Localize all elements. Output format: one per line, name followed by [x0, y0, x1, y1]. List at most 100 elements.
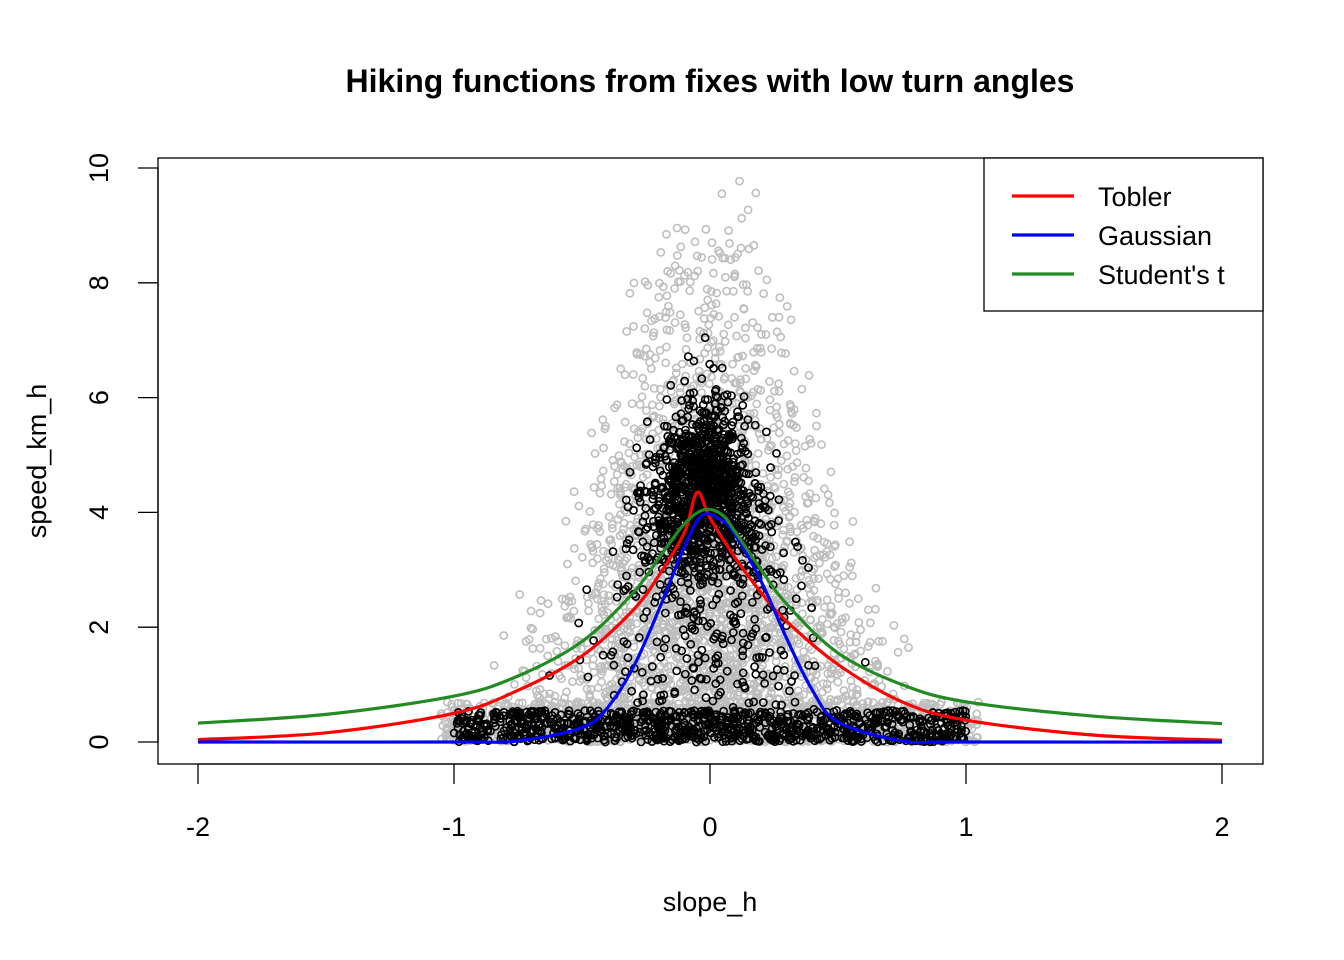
point-all: [625, 439, 634, 448]
point-all: [675, 310, 685, 320]
point-all: [741, 363, 751, 373]
point-all: [577, 552, 587, 562]
point-low-turn: [765, 491, 775, 501]
point-low-turn: [656, 533, 666, 543]
point-all: [665, 671, 675, 680]
point-all: [649, 383, 659, 393]
point-all: [813, 534, 823, 543]
point-all: [599, 443, 608, 453]
point-low-turn: [738, 460, 747, 469]
point-all: [825, 498, 834, 508]
point-all: [658, 282, 668, 292]
point-low-turn: [701, 546, 711, 555]
point-all: [553, 636, 563, 646]
point-all: [597, 666, 607, 676]
point-all: [797, 384, 807, 394]
point-all: [756, 434, 766, 444]
point-all: [618, 529, 627, 538]
point-all: [836, 627, 846, 637]
point-all: [685, 286, 695, 296]
point-low-turn: [727, 391, 736, 400]
point-low-turn: [654, 512, 663, 522]
point-low-turn: [712, 454, 721, 463]
point-all: [600, 568, 609, 577]
point-all: [767, 688, 776, 697]
point-all: [620, 482, 630, 492]
point-all: [627, 682, 637, 691]
point-low-turn: [649, 485, 659, 495]
point-all: [641, 406, 651, 415]
point-all: [669, 399, 679, 409]
point-all: [569, 487, 579, 497]
point-all: [648, 413, 658, 422]
point-all: [797, 566, 807, 576]
point-all: [606, 489, 616, 499]
point-all: [809, 564, 819, 574]
point-low-turn: [670, 519, 679, 529]
point-low-turn: [671, 412, 681, 422]
point-low-turn: [737, 433, 746, 443]
point-all: [571, 576, 580, 586]
point-all: [617, 632, 627, 642]
point-all: [780, 662, 790, 671]
point-low-turn: [662, 455, 672, 465]
point-all: [770, 483, 780, 493]
point-low-turn: [744, 536, 754, 546]
point-all: [749, 347, 759, 357]
point-all: [680, 685, 690, 695]
point-all: [536, 596, 546, 605]
point-all: [662, 229, 671, 239]
point-low-turn: [650, 598, 660, 607]
point-all: [790, 477, 799, 486]
point-all: [760, 609, 770, 619]
point-all: [604, 553, 613, 562]
point-all: [447, 702, 457, 712]
point-all: [813, 595, 822, 605]
point-low-turn: [750, 614, 759, 624]
point-all: [816, 519, 826, 529]
point-all: [608, 579, 617, 589]
point-all: [612, 400, 622, 410]
point-all: [733, 353, 743, 362]
point-low-turn: [685, 400, 694, 410]
point-all: [739, 692, 749, 701]
point-low-turn: [689, 356, 699, 366]
point-all: [603, 548, 613, 558]
point-all: [607, 635, 617, 644]
point-low-turn: [673, 494, 682, 504]
point-all: [839, 571, 849, 580]
point-all: [794, 639, 804, 649]
point-all: [643, 543, 653, 553]
point-all: [661, 313, 670, 322]
point-low-turn: [638, 537, 648, 547]
point-all: [561, 516, 571, 526]
point-all: [585, 692, 595, 702]
point-all: [904, 643, 913, 652]
point-all: [751, 460, 761, 470]
point-all: [841, 588, 850, 598]
point-all: [882, 698, 892, 707]
point-all: [791, 573, 801, 583]
point-all: [574, 501, 584, 511]
point-all: [741, 333, 750, 343]
point-all: [616, 673, 626, 682]
point-all: [629, 424, 639, 434]
point-all: [783, 464, 793, 474]
point-all: [766, 472, 775, 482]
point-all: [717, 614, 727, 623]
point-all: [845, 537, 855, 547]
point-all: [720, 253, 730, 263]
point-all: [661, 612, 671, 622]
point-low-turn: [739, 392, 749, 401]
point-all: [597, 677, 606, 687]
point-low-turn: [736, 490, 746, 499]
point-all: [726, 255, 735, 264]
point-all: [543, 599, 553, 609]
point-all: [639, 533, 649, 542]
point-all: [541, 634, 551, 644]
point-all: [834, 594, 843, 603]
point-all: [812, 421, 821, 431]
point-all: [662, 342, 671, 352]
point-all: [656, 384, 665, 394]
